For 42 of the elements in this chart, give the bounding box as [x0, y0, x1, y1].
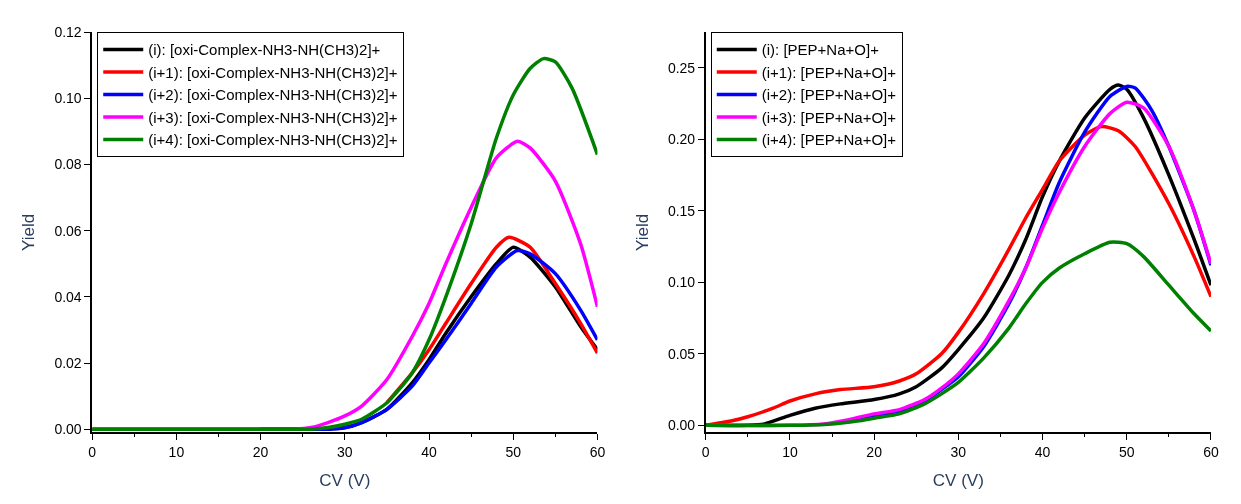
x-tick-label: 50 — [1118, 444, 1135, 461]
y-tick-label: 0.10 — [54, 90, 82, 107]
y-tick-label: 0.06 — [54, 222, 82, 239]
x-tick-label: 0 — [88, 444, 97, 461]
y-axis-title: Yield — [632, 213, 652, 251]
x-axis-title: CV (V) — [932, 470, 984, 490]
x-tick-label: 60 — [1203, 444, 1219, 461]
y-tick-label: 0.20 — [667, 131, 696, 148]
y-tick-label: 0.05 — [667, 345, 696, 362]
y-tick-label: 0.25 — [667, 59, 696, 76]
x-tick-label: 20 — [252, 444, 269, 461]
x-axis-title: CV (V) — [319, 470, 371, 490]
y-tick-label: 0.12 — [54, 24, 82, 41]
legend-label: (i+3): [oxi-Complex-NH3-NH(CH3)2]+ — [148, 108, 398, 126]
y-axis-title: Yield — [19, 213, 39, 251]
x-tick-label: 20 — [866, 444, 883, 461]
legend-label: (i+2): [oxi-Complex-NH3-NH(CH3)2]+ — [148, 86, 398, 104]
legend-label: (i+1): [oxi-Complex-NH3-NH(CH3)2]+ — [148, 63, 398, 81]
x-tick-label: 30 — [950, 444, 967, 461]
line-series — [705, 240, 1211, 428]
y-tick-label: 0.00 — [667, 417, 696, 434]
legend-label: (i): [oxi-Complex-NH3-NH(CH3)2]+ — [148, 41, 381, 59]
x-tick-label: 30 — [337, 444, 353, 461]
y-tick-label: 0.08 — [54, 156, 82, 173]
y-tick-label: 0.15 — [667, 202, 696, 219]
x-tick-label: 50 — [505, 444, 522, 461]
x-tick-label: 60 — [589, 444, 606, 461]
x-tick-label: 10 — [168, 444, 185, 461]
y-tick-label: 0.04 — [54, 288, 82, 305]
y-tick-label: 0.02 — [54, 354, 82, 371]
y-tick-label: 0.10 — [667, 274, 696, 291]
legend-label: (i+4): [oxi-Complex-NH3-NH(CH3)2]+ — [148, 131, 398, 149]
x-tick-label: 40 — [1034, 444, 1051, 461]
x-tick-label: 10 — [782, 444, 798, 461]
legend-label: (i+2): [PEP+Na+O]+ — [761, 86, 897, 104]
legend-label: (i+1): [PEP+Na+O]+ — [761, 63, 897, 81]
legend-label: (i): [PEP+Na+O]+ — [761, 41, 880, 59]
x-tick-label: 40 — [421, 444, 438, 461]
x-tick-label: 0 — [701, 444, 710, 461]
y-tick-label: 0.00 — [54, 421, 82, 438]
legend-label: (i+3): [PEP+Na+O]+ — [761, 108, 897, 126]
legend-label: (i+4): [PEP+Na+O]+ — [761, 131, 897, 149]
